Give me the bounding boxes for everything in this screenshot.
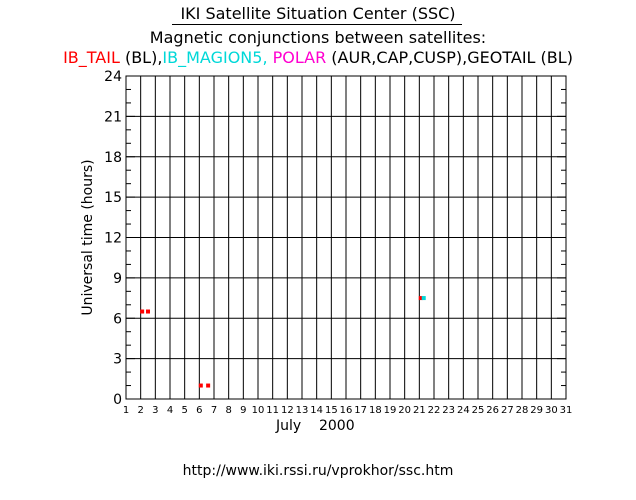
data-point-s0-1: [146, 309, 150, 314]
y-tick-label-21: 21: [104, 109, 122, 125]
y-tick-label-0: 0: [113, 392, 122, 408]
x-tick-label-12: 12: [281, 405, 294, 416]
x-tick-label-4: 4: [167, 405, 173, 416]
x-tick-label-13: 13: [296, 405, 309, 416]
x-tick-label-29: 29: [530, 405, 543, 416]
data-point-s1-0: [421, 296, 426, 301]
legend-item-3: POLAR: [267, 48, 327, 67]
x-tick-label-15: 15: [325, 405, 338, 416]
x-tick-label-6: 6: [196, 405, 202, 416]
x-tick-label-30: 30: [545, 405, 558, 416]
chart-title: IKI Satellite Situation Center (SSC): [180, 4, 456, 23]
source-url: http://www.iki.rssi.ru/vprokhor/ssc.htm: [182, 463, 454, 479]
y-tick-label-18: 18: [104, 150, 122, 166]
x-tick-label-8: 8: [225, 405, 231, 416]
x-tick-label-25: 25: [472, 405, 485, 416]
x-tick-label-3: 3: [152, 405, 158, 416]
y-tick-label-24: 24: [104, 69, 122, 85]
chart-subtitle: Magnetic conjunctions between satellites…: [149, 28, 487, 47]
data-point-s0-2: [198, 383, 203, 388]
x-tick-label-27: 27: [501, 405, 514, 416]
y-tick-label-9: 9: [113, 271, 122, 287]
legend-item-4: (AUR,CAP,CUSP),GEOTAIL (BL): [326, 48, 573, 67]
x-tick-label-5: 5: [181, 405, 187, 416]
y-tick-label-3: 3: [113, 352, 122, 368]
x-tick-label-22: 22: [428, 405, 441, 416]
data-point-s0-4: [418, 296, 423, 301]
x-tick-label-16: 16: [340, 405, 353, 416]
data-point-s0-0: [140, 309, 145, 314]
x-tick-label-1: 1: [123, 405, 129, 416]
x-tick-label-23: 23: [442, 405, 455, 416]
x-tick-label-10: 10: [252, 405, 265, 416]
legend-item-2: IB_MAGION5,: [162, 48, 268, 67]
legend-item-1: (BL),: [119, 48, 163, 67]
x-tick-label-28: 28: [516, 405, 529, 416]
legend: IB_TAIL (BL),IB_MAGION5, POLAR (AUR,CAP,…: [0, 48, 636, 68]
x-tick-label-2: 2: [137, 405, 143, 416]
y-tick-label-15: 15: [104, 190, 122, 206]
y-tick-label-6: 6: [113, 311, 122, 327]
x-tick-label-24: 24: [457, 405, 470, 416]
title-underline: [172, 24, 462, 25]
x-tick-label-7: 7: [211, 405, 217, 416]
x-tick-label-19: 19: [384, 405, 397, 416]
x-tick-label-21: 21: [413, 405, 426, 416]
x-tick-label-18: 18: [369, 405, 382, 416]
y-axis-label: Universal time (hours): [80, 159, 96, 315]
x-tick-label-17: 17: [354, 405, 367, 416]
x-tick-label-9: 9: [240, 405, 246, 416]
data-point-s0-3: [206, 383, 211, 388]
x-tick-label-14: 14: [310, 405, 323, 416]
month-year-label: July 2000: [276, 418, 355, 434]
x-tick-label-20: 20: [398, 405, 411, 416]
x-tick-label-26: 26: [486, 405, 499, 416]
x-tick-label-11: 11: [266, 405, 279, 416]
x-tick-label-31: 31: [560, 405, 573, 416]
y-tick-label-12: 12: [104, 231, 122, 247]
legend-item-0: IB_TAIL: [63, 48, 120, 67]
